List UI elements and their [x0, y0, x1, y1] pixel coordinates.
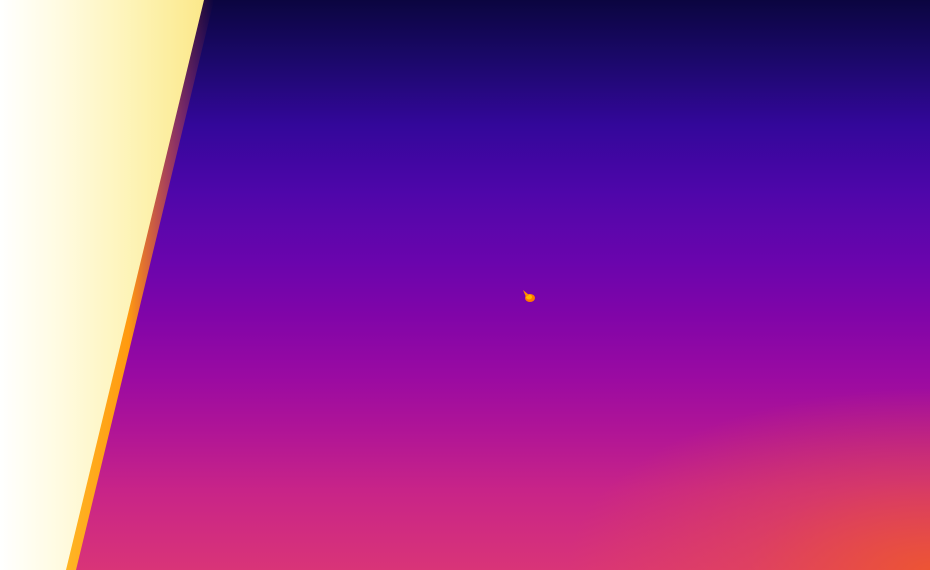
hot-target-blob	[523, 290, 535, 302]
